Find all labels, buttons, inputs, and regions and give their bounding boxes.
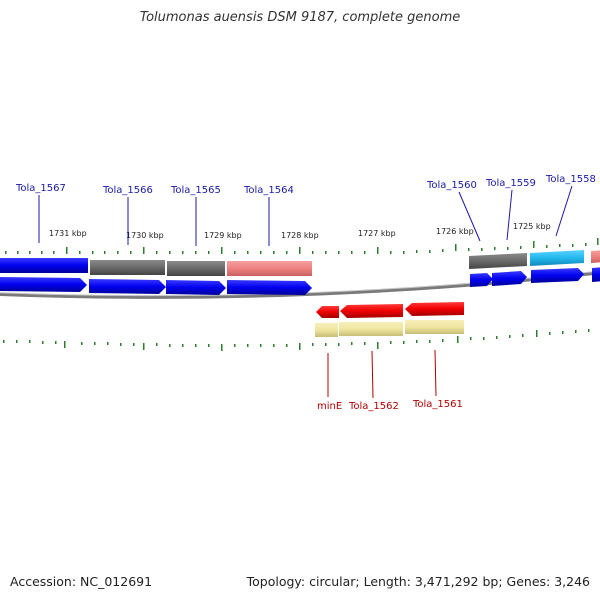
feature-block[interactable] [339,322,403,336]
gene-label[interactable]: Tola_1562 [348,401,399,412]
inner-tick-ruler [3,329,590,351]
reverse-feature-row [315,320,464,337]
gene-arrow[interactable] [316,306,339,318]
scale-label: 1726 kbp [436,227,474,236]
feature-block[interactable] [530,250,584,266]
forward-feature-row [0,250,600,276]
accession-text: Accession: NC_012691 [10,574,153,589]
gene-arrow[interactable] [470,273,493,287]
gene-arrow[interactable] [592,267,600,282]
gene-label[interactable]: Tola_1565 [170,185,221,196]
reverse-gene-arrows [316,302,464,318]
scale-label: 1730 kbp [126,231,164,240]
reverse-label-leaders [327,349,437,399]
leader-line [458,191,481,242]
gene-arrow[interactable] [531,268,584,283]
leader-line [371,350,374,399]
feature-block[interactable] [167,261,225,276]
scale-label: 1729 kbp [204,231,242,240]
scale-label: 1725 kbp [513,222,551,231]
gene-label[interactable]: Tola_1559 [485,178,536,189]
feature-block[interactable] [90,260,165,275]
feature-block[interactable] [469,253,527,269]
gene-label[interactable]: Tola_1560 [426,180,477,191]
leader-line [506,189,513,241]
scale-label: 1731 kbp [49,229,87,238]
gene-label[interactable]: Tola_1564 [243,185,294,196]
feature-block[interactable] [591,250,600,263]
feature-block[interactable] [227,261,312,276]
feature-block[interactable] [405,320,464,334]
gene-label[interactable]: Tola_1567 [15,183,66,194]
gene-arrow[interactable] [89,279,166,294]
gene-label[interactable]: minE [317,401,342,412]
feature-block[interactable] [0,258,88,273]
forward-label-leaders [38,185,573,246]
map-title: Tolumonas auensis DSM 9187, complete gen… [139,10,461,25]
gene-label[interactable]: Tola_1566 [102,185,153,196]
gene-arrow[interactable] [340,304,403,318]
gene-arrow[interactable] [405,302,464,316]
forward-gene-arrows [0,267,600,295]
gene-arrow[interactable] [227,280,312,295]
leader-line [555,185,573,237]
feature-block[interactable] [315,323,338,337]
leader-line [434,349,437,397]
outer-tick-ruler [5,238,599,254]
scale-label: 1727 kbp [358,229,396,238]
gene-arrow[interactable] [0,277,87,292]
gene-label[interactable]: Tola_1561 [412,399,463,410]
genome-summary-text: Topology: circular; Length: 3,471,292 bp… [246,574,590,589]
gene-arrow[interactable] [166,280,226,295]
gene-label[interactable]: Tola_1558 [545,174,596,185]
scale-label: 1728 kbp [281,231,319,240]
gene-arrow[interactable] [492,271,527,286]
